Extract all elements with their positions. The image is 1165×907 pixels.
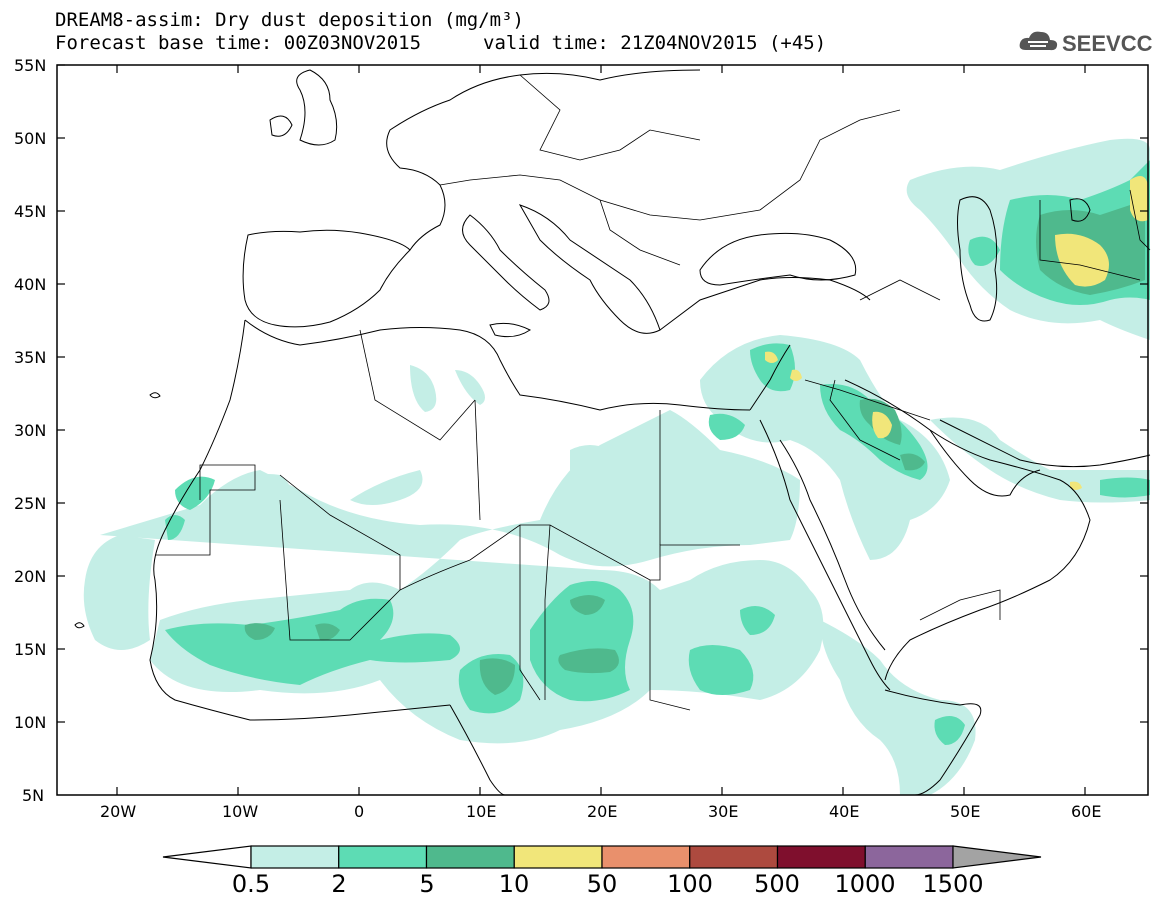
lat-label: 30N xyxy=(14,421,47,440)
lon-label: 0 xyxy=(354,802,365,821)
lat-label: 55N xyxy=(14,56,47,75)
lon-label: 50E xyxy=(950,802,981,821)
lat-label: 25N xyxy=(14,494,47,513)
colorbar-label: 1000 xyxy=(834,870,896,898)
lat-label: 10N xyxy=(14,713,47,732)
lat-label: 40N xyxy=(14,275,47,294)
coastlines xyxy=(74,69,1151,796)
lat-ticks xyxy=(57,64,1148,723)
lon-label: 10E xyxy=(466,802,497,821)
colorbar-label: 1500 xyxy=(922,870,984,898)
lat-label: 15N xyxy=(14,640,47,659)
lat-label: 20N xyxy=(14,567,47,586)
lon-ticks xyxy=(116,65,1086,795)
lat-label: 50N xyxy=(14,129,47,148)
country-borders xyxy=(155,74,1151,711)
lat-label: 5N xyxy=(22,786,45,805)
dust-level-0.5-2 xyxy=(83,138,1150,795)
colorbar-label: 2 xyxy=(331,870,347,898)
dust-level-10-50 xyxy=(765,176,1148,490)
lon-label: 60E xyxy=(1071,802,1102,821)
lon-label: 30E xyxy=(708,802,739,821)
lon-label: 20E xyxy=(587,802,618,821)
lon-label: 20W xyxy=(100,802,137,821)
colorbar-label: 5 xyxy=(419,870,435,898)
map-title: DREAM8-assim: Dry dust deposition (mg/m³… xyxy=(55,9,524,31)
lon-label: 40E xyxy=(829,802,860,821)
colorbar-label: 50 xyxy=(586,870,618,898)
colorbar-label: 500 xyxy=(754,870,800,898)
lat-label: 35N xyxy=(14,348,47,367)
lat-label: 45N xyxy=(14,202,47,221)
seevccc-logo: SEEVCCC xyxy=(1018,26,1165,58)
colorbar-label: 0.5 xyxy=(231,870,271,898)
logo-text: SEEVCCC xyxy=(1062,31,1153,56)
forecast-base-time: Forecast base time: 00Z03NOV2015 xyxy=(55,32,422,54)
colorbar-label: 100 xyxy=(667,870,713,898)
dust-fields xyxy=(83,138,1150,795)
cloud-icon xyxy=(1019,31,1058,51)
lon-label: 10W xyxy=(222,802,259,821)
colorbar-label: 10 xyxy=(498,870,530,898)
valid-time: valid time: 21Z04NOV2015 (+45) xyxy=(483,32,827,54)
